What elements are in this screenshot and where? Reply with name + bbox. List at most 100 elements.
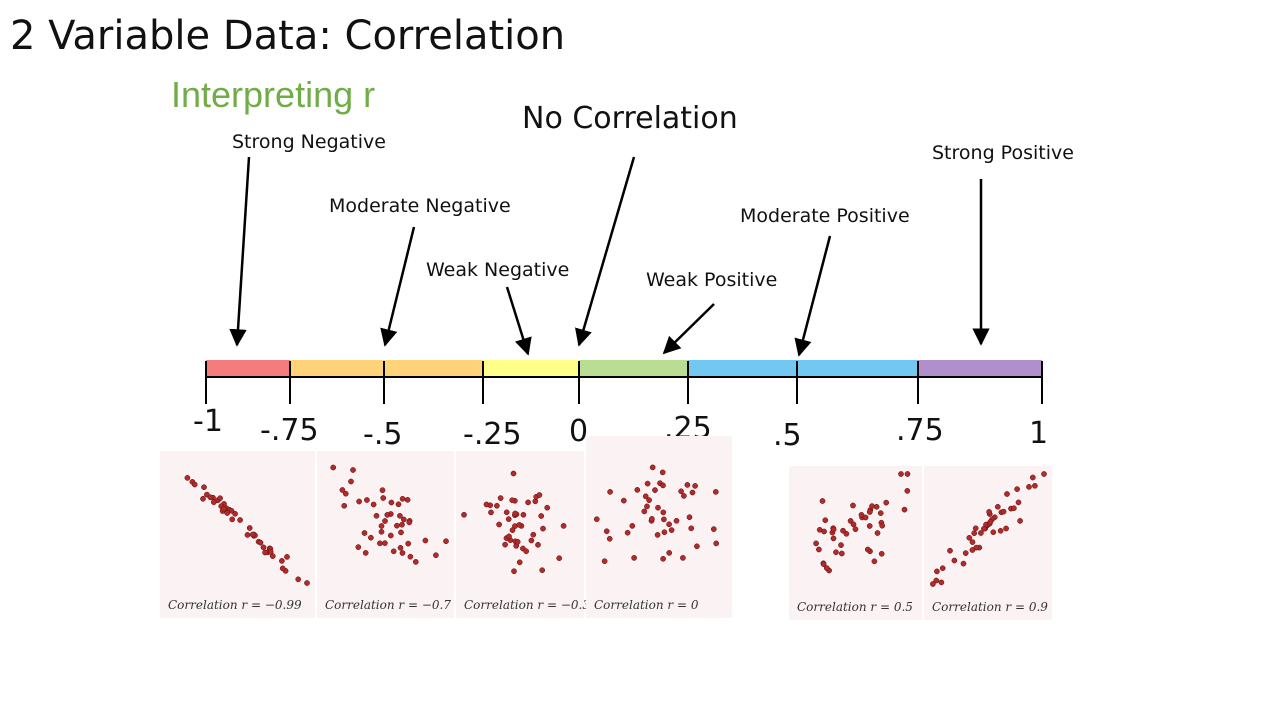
scatter-point xyxy=(512,510,518,517)
scatter-point xyxy=(816,546,822,553)
scatter-point xyxy=(978,530,984,536)
scatter-point xyxy=(864,546,871,553)
scatter-point xyxy=(904,471,911,477)
label-strong-positive: Strong Positive xyxy=(932,142,1074,164)
scatter-point xyxy=(878,550,885,557)
arrow-no-correlation xyxy=(575,156,636,347)
tick-label-neg075: -.75 xyxy=(260,413,319,448)
scatter-point xyxy=(960,560,967,567)
scatter-point xyxy=(883,499,890,506)
scatter-point xyxy=(866,523,873,529)
scatter-point xyxy=(813,540,819,547)
scatter-point xyxy=(384,512,391,518)
scatter-point xyxy=(820,561,827,568)
scatterplot-caption: Correlation r = 0.9 xyxy=(932,600,1048,614)
scatter-point xyxy=(1041,471,1047,477)
scatterplot-caption: Correlation r = −0.7 xyxy=(325,598,451,612)
arrow-weak-negative xyxy=(505,286,532,356)
scatter-point xyxy=(539,567,546,574)
scatter-point xyxy=(520,511,527,518)
scatter-point xyxy=(642,493,649,500)
scatter-point xyxy=(713,540,720,547)
scatter-point xyxy=(620,497,627,504)
segment-2 xyxy=(483,360,579,376)
scatter-point xyxy=(607,489,613,495)
scatter-point xyxy=(654,532,661,538)
segment-4 xyxy=(688,360,918,376)
scatter-point xyxy=(511,568,517,575)
scatter-point xyxy=(649,464,656,471)
scatter-point xyxy=(997,527,1004,534)
scatter-point xyxy=(523,548,530,555)
scatter-point xyxy=(350,467,356,473)
scatter-point xyxy=(1015,499,1022,506)
scatter-point xyxy=(503,509,510,516)
scatter-point xyxy=(407,553,414,560)
scatter-point xyxy=(873,503,880,510)
scatter-point xyxy=(659,469,666,476)
scatter-point xyxy=(1032,482,1038,489)
scatter-point xyxy=(184,475,191,481)
scatter-point xyxy=(951,557,958,564)
scatter-point xyxy=(631,555,637,561)
tick-label-neg025: -.25 xyxy=(463,417,522,452)
scatter-point xyxy=(933,577,940,584)
tick-label-1: 1 xyxy=(1029,416,1049,451)
scatter-point xyxy=(994,503,1001,510)
scatter-point xyxy=(217,495,223,502)
label-strong-negative: Strong Negative xyxy=(232,131,386,153)
scatter-point xyxy=(972,525,979,532)
scatter-point xyxy=(661,529,668,536)
scatter-point xyxy=(260,544,267,551)
scatter-point xyxy=(510,470,517,477)
scatterplot-panel: Correlation r = −0.3 xyxy=(456,451,590,618)
scatter-point xyxy=(461,511,467,518)
scatter-point xyxy=(232,510,238,517)
scatter-point xyxy=(284,554,290,560)
scatter-point xyxy=(971,530,978,537)
scatter-point xyxy=(395,501,402,508)
scatter-point xyxy=(649,516,655,522)
scatter-point xyxy=(1003,525,1009,532)
scatter-point xyxy=(488,509,494,516)
scatter-point xyxy=(544,504,551,511)
scatter-point xyxy=(869,503,875,509)
scatter-point xyxy=(380,495,387,501)
scatter-point xyxy=(673,517,680,524)
scatter-point xyxy=(593,516,600,523)
scatter-point xyxy=(603,528,610,535)
scatter-point xyxy=(304,580,310,586)
scatter-point xyxy=(866,509,873,515)
scatterplot-panel: Correlation r = 0 xyxy=(586,436,732,618)
arrow-weak-positive xyxy=(662,303,715,355)
scatter-point xyxy=(220,505,227,512)
scatter-point xyxy=(641,508,648,515)
scatter-point xyxy=(556,555,563,562)
scatter-point xyxy=(368,534,374,541)
scatter-point xyxy=(833,549,839,556)
scatter-point xyxy=(1029,474,1036,481)
scatter-point xyxy=(904,488,911,494)
scatter-point xyxy=(339,487,346,493)
scatterplot-caption: Correlation r = −0.99 xyxy=(168,598,302,612)
scatter-point xyxy=(1000,508,1007,515)
arrow-moderate-positive xyxy=(794,235,832,357)
scatter-point xyxy=(404,496,411,503)
scatter-point xyxy=(990,529,997,536)
scatter-point xyxy=(535,541,541,548)
scatter-point xyxy=(879,522,886,529)
scatter-point xyxy=(540,525,546,532)
scatter-point xyxy=(379,487,386,494)
scatter-point xyxy=(394,522,400,529)
scatter-point xyxy=(295,576,302,583)
scatter-point xyxy=(348,478,354,485)
scatter-point xyxy=(962,550,969,556)
scatter-point xyxy=(341,502,348,509)
scatter-point xyxy=(852,526,859,533)
scatter-point xyxy=(684,482,691,488)
scatter-point xyxy=(969,547,976,553)
segment-1 xyxy=(290,360,483,376)
scatter-point xyxy=(538,513,545,519)
scatter-point xyxy=(666,550,673,556)
